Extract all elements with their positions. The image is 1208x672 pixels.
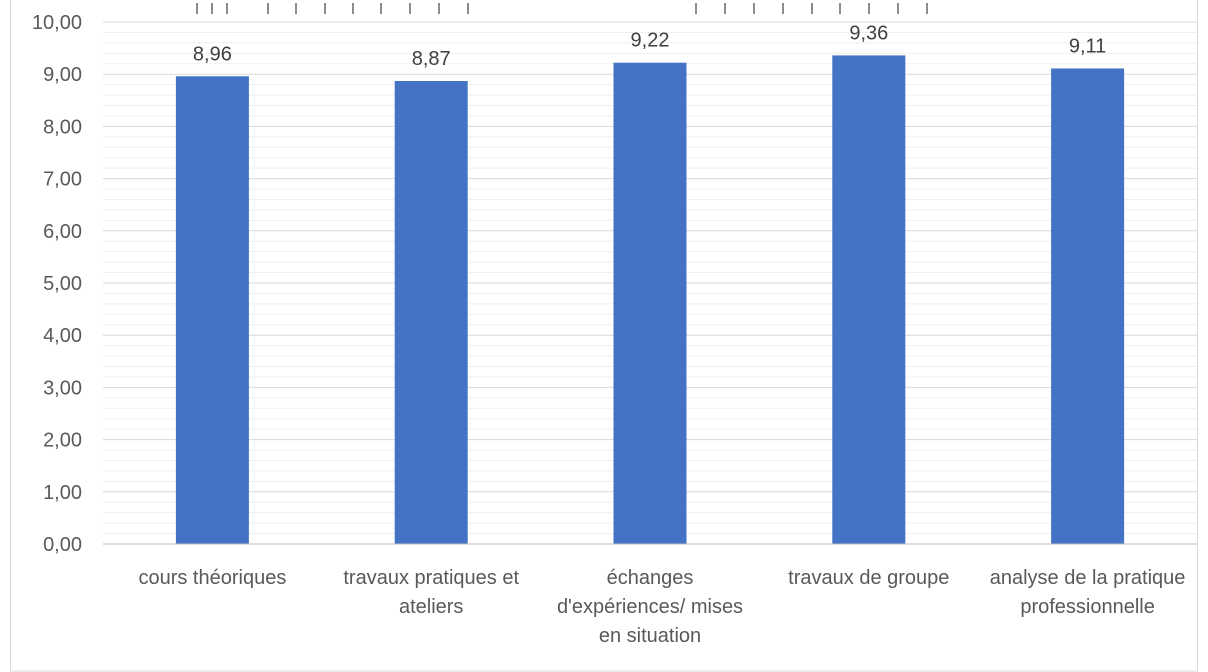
y-tick-label: 10,00	[32, 12, 82, 34]
x-category-label: travaux pratiques et ateliers	[343, 567, 519, 618]
bar-value-label: 9,22	[631, 30, 670, 52]
x-category-label-line: d'expériences/ mises	[557, 596, 743, 618]
bar-series	[175, 55, 1125, 545]
bar	[394, 80, 468, 545]
bar	[1051, 68, 1125, 544]
bar	[613, 62, 687, 544]
y-tick-label: 9,00	[43, 64, 82, 86]
bar-value-label: 8,96	[193, 43, 232, 65]
y-axis-ticks: 0,00 1,00 2,00 3,00 4,00 5,00 6,00 7,00 8,00 9,00…	[32, 12, 82, 556]
chart-border	[10, 0, 1198, 672]
bar-value-label: 8,87	[412, 48, 451, 70]
y-tick-label: 5,00	[43, 273, 82, 295]
y-tick-label: 2,00	[43, 430, 82, 452]
x-category-label-line: en situation	[599, 625, 701, 647]
y-tick-label: 8,00	[43, 116, 82, 138]
x-category-label-line: échanges	[607, 567, 694, 589]
bar-data-labels: 8,96 8,87 9,22 9,36 9,11	[193, 22, 1106, 70]
x-category-label-line: ateliers	[399, 596, 463, 618]
x-category-label-line: analyse de la pratique	[990, 567, 1186, 589]
x-category-label-line: professionnelle	[1020, 596, 1155, 618]
bar	[175, 76, 249, 545]
y-tick-label: 7,00	[43, 169, 82, 191]
x-category-label-line: cours théoriques	[138, 567, 286, 589]
x-category-label: analyse de la pratique professionnelle	[990, 567, 1186, 618]
x-category-label: échanges d'expériences/ mises en situation	[557, 567, 743, 647]
y-tick-label: 6,00	[43, 221, 82, 243]
y-tick-label: 3,00	[43, 377, 82, 399]
x-category-label: travaux de groupe	[788, 567, 949, 589]
x-category-label: cours théoriques	[138, 567, 286, 589]
x-category-label-line: travaux de groupe	[788, 567, 949, 589]
bar-value-label: 9,36	[849, 22, 888, 44]
bar	[832, 55, 906, 545]
bar-value-label: 9,11	[1069, 35, 1106, 57]
x-axis-labels: cours théoriques travaux pratiques et atel…	[138, 567, 1185, 647]
y-tick-label: 0,00	[43, 534, 82, 556]
y-tick-label: 4,00	[43, 325, 82, 347]
cropped-title-fragment	[196, 3, 928, 14]
y-tick-label: 1,00	[43, 482, 82, 504]
x-category-label-line: travaux pratiques et	[343, 567, 519, 589]
